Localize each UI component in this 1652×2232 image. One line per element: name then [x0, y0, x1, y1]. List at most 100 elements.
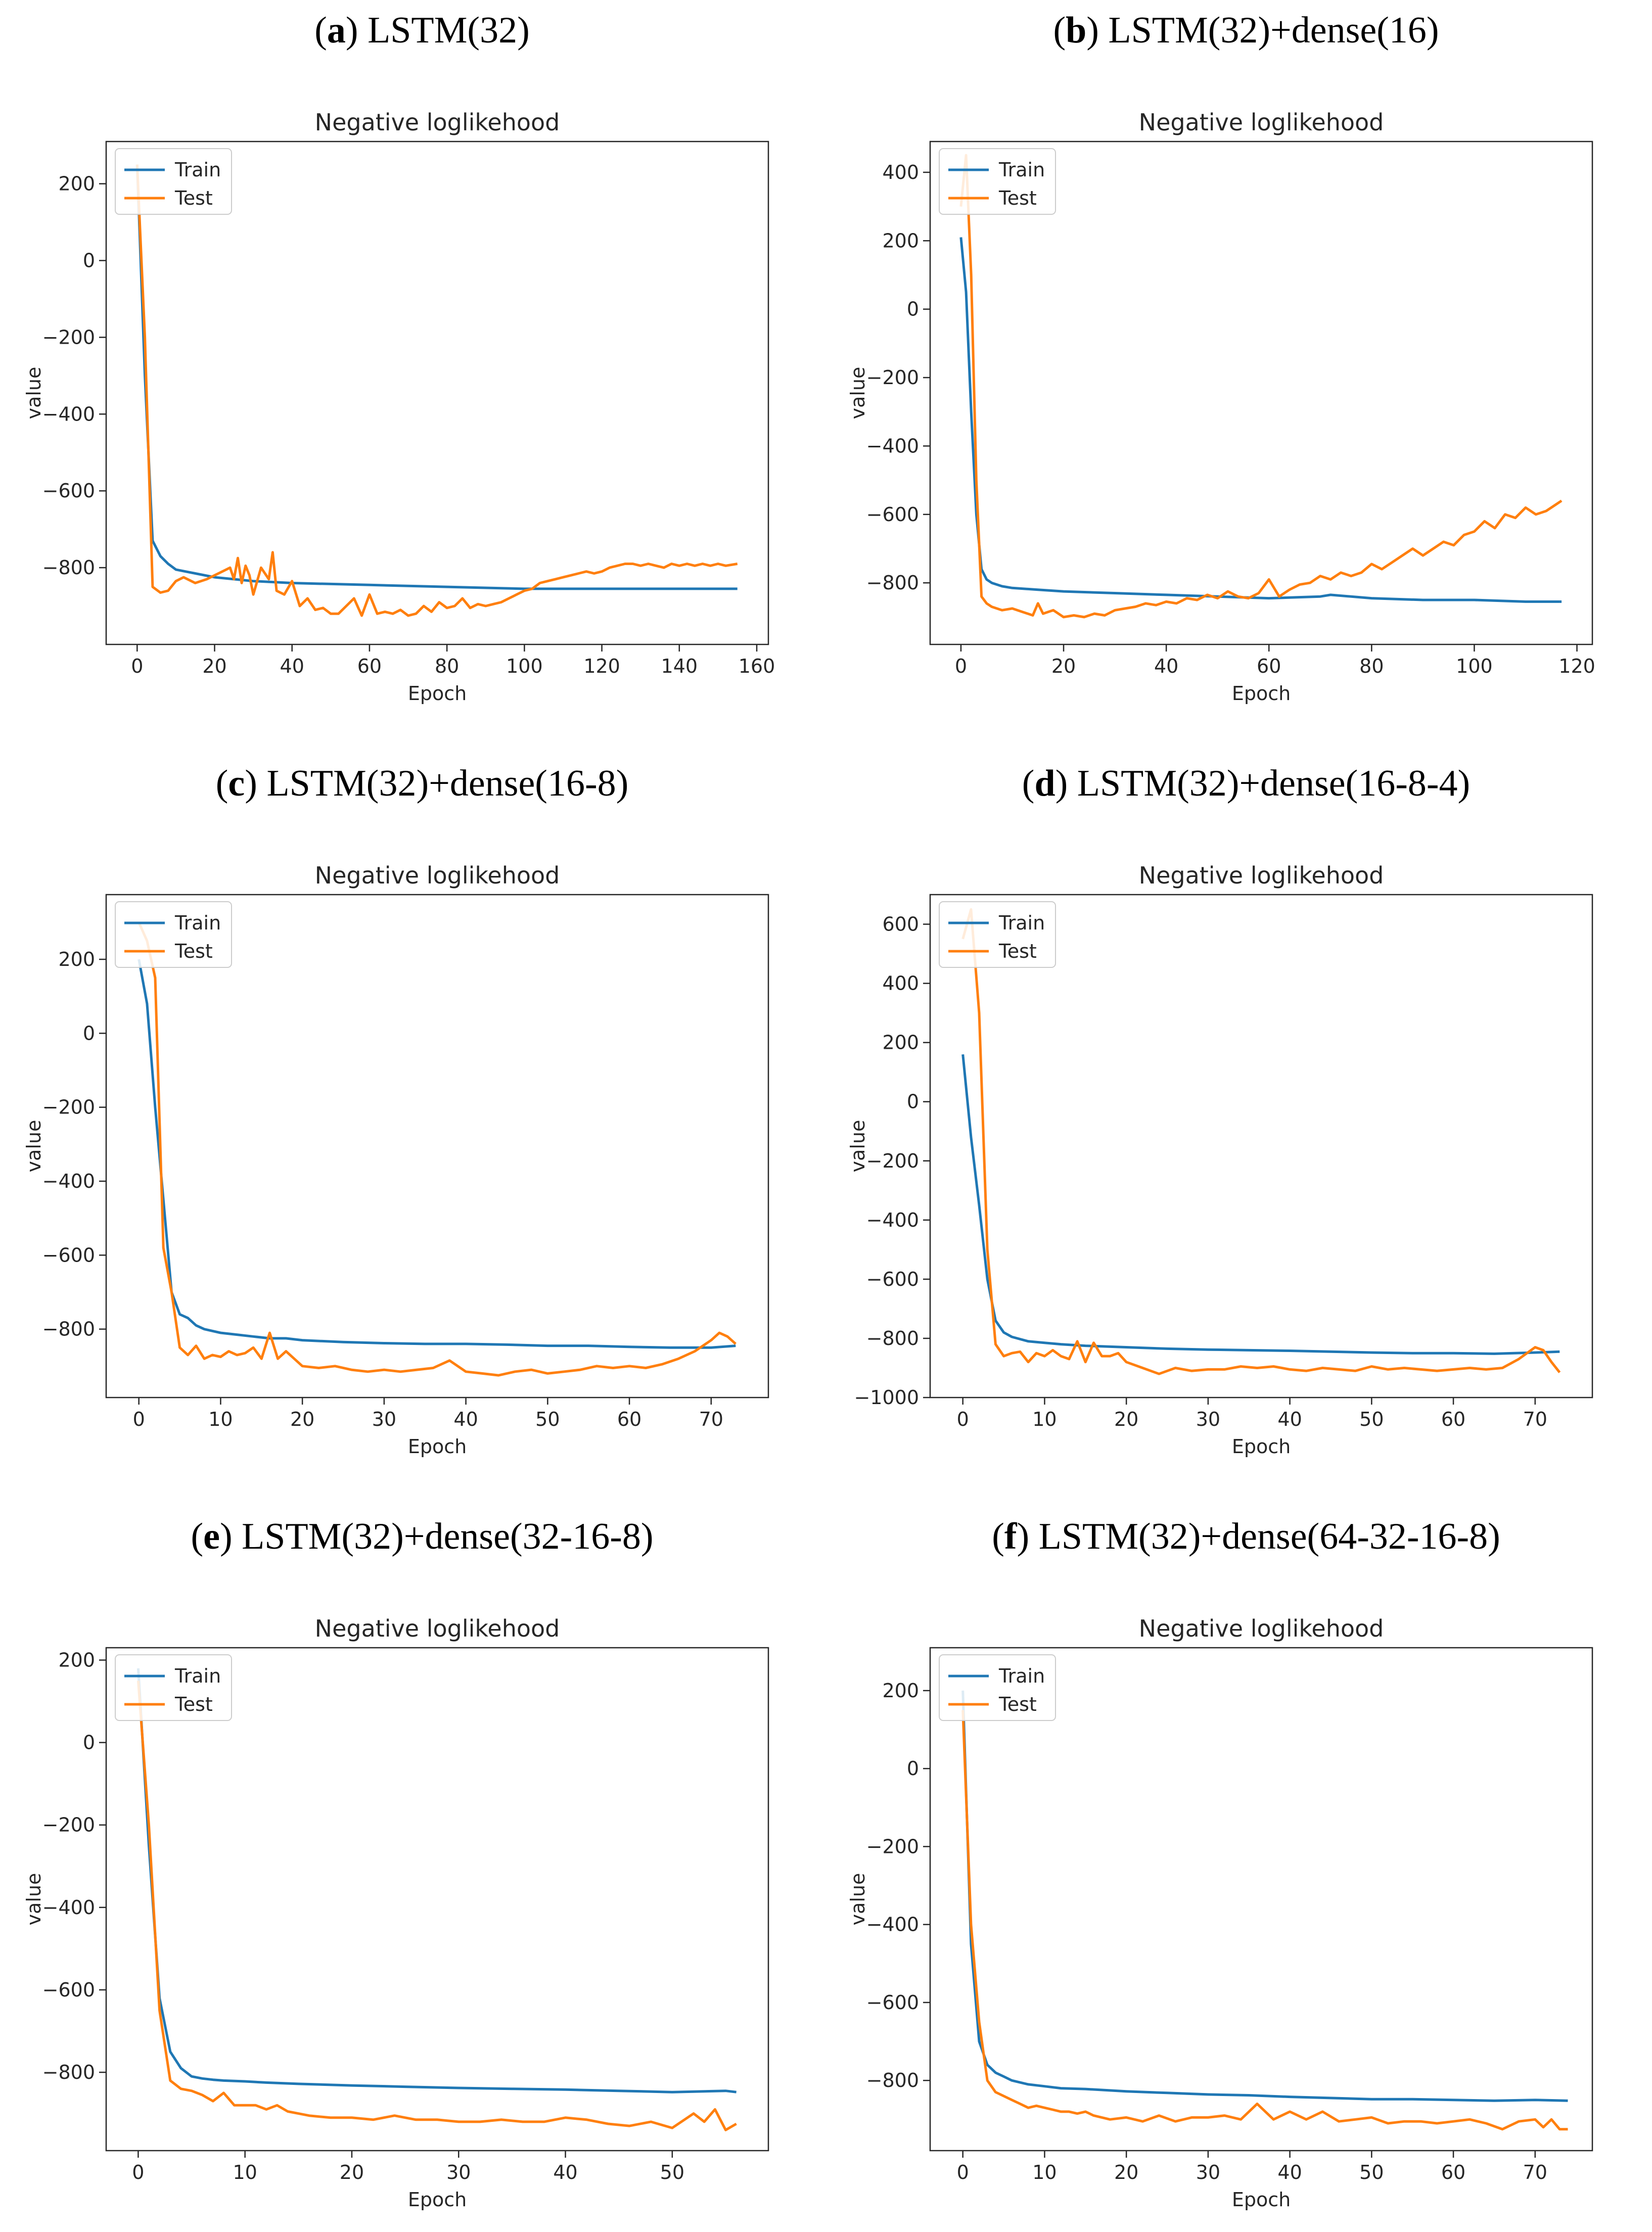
x-tick-label: 40: [1277, 2161, 1302, 2183]
x-tick-label: 10: [1032, 1408, 1057, 1430]
x-axis-label: Epoch: [408, 1435, 467, 1458]
x-tick-label: 60: [1441, 2161, 1465, 2183]
x-tick-label: 20: [1114, 1408, 1138, 1430]
caption-letter: d: [1034, 763, 1056, 804]
x-tick-label: 20: [1051, 655, 1076, 677]
y-tick-label: −200: [42, 326, 95, 348]
x-tick-label: 30: [372, 1408, 396, 1430]
y-tick-label: −800: [42, 1318, 95, 1340]
y-tick-label: −600: [866, 1268, 919, 1290]
y-tick-label: 200: [882, 1032, 919, 1054]
y-tick-label: −800: [866, 1327, 919, 1350]
y-tick-label: −400: [866, 1914, 919, 1936]
x-tick-label: 120: [1558, 655, 1595, 677]
y-tick-label: −800: [866, 2069, 919, 2091]
x-tick-label: 140: [661, 655, 698, 677]
caption-letter: b: [1066, 10, 1087, 51]
x-tick-label: 40: [280, 655, 304, 677]
x-tick-label: 100: [1456, 655, 1493, 677]
legend-label: Test: [998, 187, 1037, 209]
y-tick-label: 400: [882, 161, 919, 183]
chart-svg-a: Negative loglikehood 0 20 40 60 80 100 120 140 16…: [23, 109, 775, 705]
legend-label: Train: [998, 1665, 1045, 1687]
chart-svg-d: Negative loglikehood 0 10 20 30 40 50 60 70 −1000…: [847, 862, 1593, 1458]
y-tick-label: −600: [866, 1991, 919, 2014]
y-axis-label: value: [847, 1873, 869, 1926]
y-tick-label: −200: [866, 366, 919, 389]
x-tick-label: 0: [131, 655, 143, 677]
y-tick-label: −400: [42, 1170, 95, 1192]
chart-panel-e: (e) LSTM(32)+dense(32-16-8) Negative log…: [18, 1506, 827, 2214]
x-tick-label: 30: [446, 2161, 471, 2183]
legend-label: Train: [174, 912, 221, 934]
x-tick-label: 70: [1523, 2161, 1547, 2183]
legend-label: Train: [998, 912, 1045, 934]
chart-caption: (a) LSTM(32): [314, 10, 530, 51]
x-tick-label: 0: [133, 1408, 145, 1430]
legend-label: Test: [174, 1693, 213, 1715]
y-axis-label: value: [23, 1873, 45, 1926]
x-tick-label: 50: [535, 1408, 560, 1430]
series-line-test: [135, 164, 738, 617]
y-tick-label: 0: [907, 1091, 919, 1113]
legend-label: Test: [174, 940, 213, 962]
y-axis-label: value: [847, 1120, 869, 1173]
y-tick-label: −200: [42, 1096, 95, 1119]
chart-caption: (e) LSTM(32)+dense(32-16-8): [191, 1516, 654, 1557]
legend-label: Test: [998, 940, 1037, 962]
y-tick-label: −600: [866, 503, 919, 526]
x-tick-label: 80: [435, 655, 459, 677]
x-tick-label: 120: [583, 655, 620, 677]
x-tick-label: 30: [1196, 1408, 1220, 1430]
y-tick-label: 600: [882, 913, 919, 936]
y-tick-label: 0: [907, 298, 919, 320]
chart-caption: (d) LSTM(32)+dense(16-8-4): [1022, 763, 1471, 804]
y-tick-label: −600: [42, 1244, 95, 1266]
x-tick-label: 20: [1114, 2161, 1138, 2183]
y-tick-label: −400: [42, 1896, 95, 1919]
y-tick-label: 0: [83, 1022, 95, 1044]
x-tick-label: 50: [1359, 2161, 1384, 2183]
chart-svg-c: Negative loglikehood 0 10 20 30 40 50 60 70 −800 −…: [23, 862, 769, 1458]
x-axis-label: Epoch: [1232, 682, 1291, 705]
x-tick-label: 40: [1277, 1408, 1302, 1430]
caption-letter: a: [327, 10, 346, 51]
chart-panel-c: (c) LSTM(32)+dense(16-8) Negative loglik…: [18, 753, 827, 1461]
x-tick-label: 80: [1359, 655, 1384, 677]
y-tick-label: 200: [58, 173, 95, 195]
chart-svg-f: Negative loglikehood 0 10 20 30 40 50 60 70 −800 −…: [847, 1615, 1593, 2211]
plot-frame: [105, 141, 769, 645]
x-tick-label: 0: [957, 2161, 969, 2183]
y-tick-label: −800: [42, 556, 95, 579]
y-tick-label: −1000: [854, 1386, 919, 1409]
series-line-test: [961, 908, 1561, 1375]
y-tick-label: −600: [42, 480, 95, 502]
y-tick-label: −200: [42, 1814, 95, 1836]
x-tick-label: 20: [290, 1408, 314, 1430]
chart-svg-b: Negative loglikehood 0 20 40 60 80 100 120 −800 −…: [847, 109, 1595, 705]
series-line-test: [959, 154, 1563, 619]
y-axis-label: value: [847, 367, 869, 420]
chart-title: Negative loglikehood: [1139, 109, 1384, 136]
y-axis-label: value: [23, 367, 45, 420]
legend-label: Test: [998, 1693, 1037, 1715]
plot-frame: [929, 1647, 1593, 2152]
caption-letter: f: [1004, 1516, 1017, 1557]
x-tick-label: 40: [553, 2161, 577, 2183]
chart-caption: (f) LSTM(32)+dense(64-32-16-8): [992, 1516, 1500, 1557]
x-tick-label: 60: [1257, 655, 1281, 677]
x-axis-label: Epoch: [408, 682, 467, 705]
y-tick-label: 0: [83, 249, 95, 271]
chart-title: Negative loglikehood: [1139, 1615, 1384, 1642]
x-axis-label: Epoch: [408, 2189, 467, 2211]
x-tick-label: 0: [955, 655, 967, 677]
y-tick-label: −400: [866, 1209, 919, 1231]
y-tick-label: −400: [866, 435, 919, 457]
x-tick-label: 0: [132, 2161, 144, 2183]
y-tick-label: 0: [83, 1732, 95, 1754]
series-line-test: [137, 921, 737, 1377]
chart-panel-b: (b) LSTM(32)+dense(16) Negative loglikeh…: [842, 0, 1650, 708]
series-line-train: [135, 164, 738, 590]
x-tick-label: 20: [340, 2161, 364, 2183]
y-tick-label: 0: [907, 1757, 919, 1780]
